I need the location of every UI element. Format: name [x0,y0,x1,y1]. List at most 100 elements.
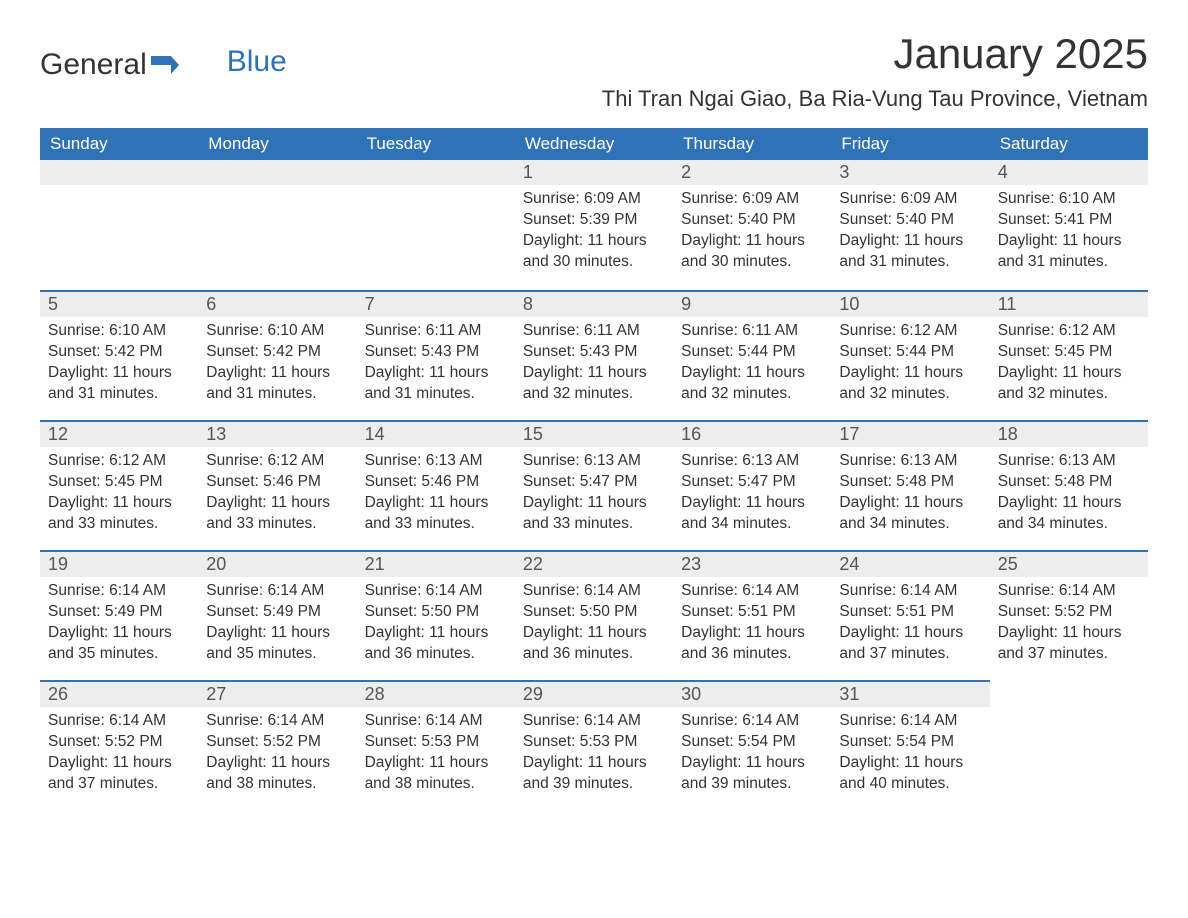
column-header: Monday [198,128,356,160]
calendar-cell: 30Sunrise: 6:14 AMSunset: 5:54 PMDayligh… [673,680,831,810]
sunset-line: Sunset: 5:48 PM [839,472,981,493]
day-body: Sunrise: 6:10 AMSunset: 5:42 PMDaylight:… [198,317,356,413]
sunrise-line: Sunrise: 6:09 AM [839,189,981,210]
day-body: Sunrise: 6:14 AMSunset: 5:51 PMDaylight:… [831,577,989,673]
sunset-line: Sunset: 5:47 PM [523,472,665,493]
daylight-line: Daylight: 11 hours and 33 minutes. [206,493,348,535]
sunrise-line: Sunrise: 6:12 AM [998,321,1140,342]
daylight-line: Daylight: 11 hours and 40 minutes. [839,753,981,795]
calendar-body: 1Sunrise: 6:09 AMSunset: 5:39 PMDaylight… [40,160,1148,810]
sunrise-line: Sunrise: 6:13 AM [681,451,823,472]
sunset-line: Sunset: 5:40 PM [681,210,823,231]
daylight-line: Daylight: 11 hours and 35 minutes. [48,623,190,665]
daylight-line: Daylight: 11 hours and 33 minutes. [523,493,665,535]
daylight-line: Daylight: 11 hours and 32 minutes. [839,363,981,405]
calendar-cell: 25Sunrise: 6:14 AMSunset: 5:52 PMDayligh… [990,550,1148,680]
calendar-cell: 19Sunrise: 6:14 AMSunset: 5:49 PMDayligh… [40,550,198,680]
sunrise-line: Sunrise: 6:12 AM [206,451,348,472]
daylight-line: Daylight: 11 hours and 32 minutes. [998,363,1140,405]
day-body: Sunrise: 6:12 AMSunset: 5:46 PMDaylight:… [198,447,356,543]
day-body: Sunrise: 6:10 AMSunset: 5:42 PMDaylight:… [40,317,198,413]
calendar-cell: 6Sunrise: 6:10 AMSunset: 5:42 PMDaylight… [198,290,356,420]
day-number: 11 [990,290,1148,317]
sunrise-line: Sunrise: 6:09 AM [681,189,823,210]
sunset-line: Sunset: 5:46 PM [365,472,507,493]
daylight-line: Daylight: 11 hours and 32 minutes. [523,363,665,405]
daylight-line: Daylight: 11 hours and 36 minutes. [523,623,665,665]
sunrise-line: Sunrise: 6:13 AM [523,451,665,472]
day-number: 29 [515,680,673,707]
sunrise-line: Sunrise: 6:11 AM [365,321,507,342]
sunrise-line: Sunrise: 6:09 AM [523,189,665,210]
calendar-cell [198,160,356,290]
day-body: Sunrise: 6:14 AMSunset: 5:54 PMDaylight:… [831,707,989,803]
day-body: Sunrise: 6:14 AMSunset: 5:49 PMDaylight:… [198,577,356,673]
sunset-line: Sunset: 5:42 PM [206,342,348,363]
sunrise-line: Sunrise: 6:14 AM [48,581,190,602]
daylight-line: Daylight: 11 hours and 31 minutes. [998,231,1140,273]
calendar-table: SundayMondayTuesdayWednesdayThursdayFrid… [40,128,1148,810]
calendar-cell: 2Sunrise: 6:09 AMSunset: 5:40 PMDaylight… [673,160,831,290]
header: General Blue January 2025 Thi Tran Ngai … [40,30,1148,122]
sunset-line: Sunset: 5:51 PM [681,602,823,623]
calendar-cell: 18Sunrise: 6:13 AMSunset: 5:48 PMDayligh… [990,420,1148,550]
calendar-cell: 12Sunrise: 6:12 AMSunset: 5:45 PMDayligh… [40,420,198,550]
daylight-line: Daylight: 11 hours and 30 minutes. [681,231,823,273]
sunrise-line: Sunrise: 6:14 AM [48,711,190,732]
daylight-line: Daylight: 11 hours and 33 minutes. [365,493,507,535]
calendar-row: 5Sunrise: 6:10 AMSunset: 5:42 PMDaylight… [40,290,1148,420]
day-number: 17 [831,420,989,447]
sunrise-line: Sunrise: 6:14 AM [681,711,823,732]
sunset-line: Sunset: 5:49 PM [206,602,348,623]
daylight-line: Daylight: 11 hours and 39 minutes. [523,753,665,795]
sunset-line: Sunset: 5:50 PM [523,602,665,623]
daylight-line: Daylight: 11 hours and 34 minutes. [839,493,981,535]
calendar-cell [40,160,198,290]
logo-text-1: General [40,48,147,82]
calendar-cell: 17Sunrise: 6:13 AMSunset: 5:48 PMDayligh… [831,420,989,550]
daylight-line: Daylight: 11 hours and 37 minutes. [839,623,981,665]
day-body: Sunrise: 6:11 AMSunset: 5:44 PMDaylight:… [673,317,831,413]
day-body: Sunrise: 6:13 AMSunset: 5:48 PMDaylight:… [831,447,989,543]
day-number: 4 [990,160,1148,185]
day-number: 25 [990,550,1148,577]
column-header: Tuesday [357,128,515,160]
calendar-cell: 4Sunrise: 6:10 AMSunset: 5:41 PMDaylight… [990,160,1148,290]
calendar-cell: 8Sunrise: 6:11 AMSunset: 5:43 PMDaylight… [515,290,673,420]
day-body: Sunrise: 6:12 AMSunset: 5:45 PMDaylight:… [990,317,1148,413]
sunset-line: Sunset: 5:40 PM [839,210,981,231]
sunrise-line: Sunrise: 6:11 AM [681,321,823,342]
day-body: Sunrise: 6:14 AMSunset: 5:50 PMDaylight:… [357,577,515,673]
sunset-line: Sunset: 5:54 PM [681,732,823,753]
calendar-cell: 3Sunrise: 6:09 AMSunset: 5:40 PMDaylight… [831,160,989,290]
column-header: Saturday [990,128,1148,160]
sunset-line: Sunset: 5:53 PM [365,732,507,753]
sunrise-line: Sunrise: 6:12 AM [48,451,190,472]
day-number: 13 [198,420,356,447]
day-number: 21 [357,550,515,577]
day-body: Sunrise: 6:12 AMSunset: 5:44 PMDaylight:… [831,317,989,413]
sunrise-line: Sunrise: 6:14 AM [681,581,823,602]
sunset-line: Sunset: 5:46 PM [206,472,348,493]
sunrise-line: Sunrise: 6:10 AM [998,189,1140,210]
day-number: 26 [40,680,198,707]
sunset-line: Sunset: 5:52 PM [206,732,348,753]
flag-icon [151,48,179,82]
sunrise-line: Sunrise: 6:13 AM [998,451,1140,472]
sunset-line: Sunset: 5:45 PM [998,342,1140,363]
sunset-line: Sunset: 5:45 PM [48,472,190,493]
day-body: Sunrise: 6:09 AMSunset: 5:39 PMDaylight:… [515,185,673,281]
day-body: Sunrise: 6:14 AMSunset: 5:51 PMDaylight:… [673,577,831,673]
day-number: 27 [198,680,356,707]
sunset-line: Sunset: 5:52 PM [48,732,190,753]
column-header: Wednesday [515,128,673,160]
day-number: 18 [990,420,1148,447]
daylight-line: Daylight: 11 hours and 32 minutes. [681,363,823,405]
day-number: 10 [831,290,989,317]
day-body: Sunrise: 6:09 AMSunset: 5:40 PMDaylight:… [673,185,831,281]
day-number: 9 [673,290,831,317]
day-body: Sunrise: 6:14 AMSunset: 5:52 PMDaylight:… [990,577,1148,673]
sunset-line: Sunset: 5:49 PM [48,602,190,623]
sunset-line: Sunset: 5:51 PM [839,602,981,623]
daylight-line: Daylight: 11 hours and 30 minutes. [523,231,665,273]
